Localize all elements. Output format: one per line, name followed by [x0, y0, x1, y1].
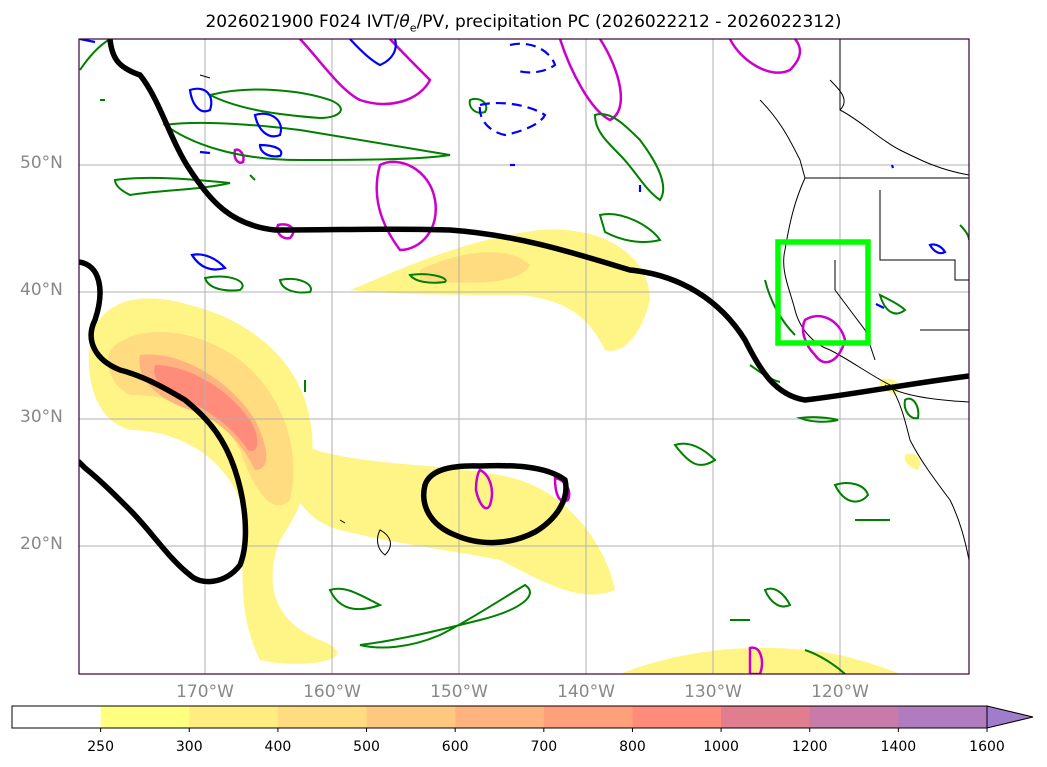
lon-label-130w: 130°W [684, 682, 742, 702]
lon-label-140w: 140°W [557, 682, 615, 702]
graticule [79, 39, 969, 674]
ivt-contours [79, 39, 969, 585]
colorbar-cell [100, 706, 190, 728]
colorbar-label: 1600 [969, 739, 1005, 755]
colorbar-cell [898, 706, 988, 728]
colorbar-label: 500 [353, 739, 380, 755]
colorbar [11, 705, 1034, 732]
precip-band-north [350, 229, 650, 351]
colorbar-cell [12, 706, 102, 728]
colorbar-label: 250 [87, 739, 114, 755]
precip-core-north [420, 252, 530, 283]
lat-label-30n: 30°N [20, 407, 63, 427]
map-title: 2026021900 F024 IVT/θe/PV, precipitation… [205, 12, 842, 35]
colorbar-cell [721, 706, 811, 728]
lat-label-20n: 20°N [20, 534, 63, 554]
colorbar-label: 800 [619, 739, 646, 755]
precip-band-south [620, 647, 900, 674]
blue-contours [79, 39, 947, 309]
lat-label-50n: 50°N [20, 153, 63, 173]
colorbar-label: 1200 [791, 739, 828, 755]
coastlines [199, 39, 969, 561]
colorbar-label: 1000 [703, 739, 739, 755]
colorbar-label: 700 [530, 739, 558, 755]
colorbar-label: 1400 [880, 739, 917, 755]
colorbar-cell [543, 706, 633, 728]
lon-label-160w: 160°W [303, 682, 361, 702]
colorbar-label: 300 [175, 739, 203, 755]
colorbar-cell [366, 706, 456, 728]
colorbar-cell [189, 706, 279, 728]
colorbar-cell [277, 706, 368, 728]
theta-contours [79, 39, 969, 674]
precip-core-3 [154, 365, 258, 451]
map-content [79, 39, 969, 674]
precip-band-central [287, 440, 615, 595]
colorbar-cell [809, 706, 899, 728]
colorbar-extend-arrow [986, 705, 1034, 729]
lon-label-150w: 150°W [430, 682, 488, 702]
colorbar-cell [455, 706, 545, 728]
precip-coast-2 [904, 453, 921, 470]
colorbar-label: 600 [441, 739, 469, 755]
colorbar-cell [632, 706, 722, 728]
colorbar-label: 400 [264, 739, 292, 755]
lon-label-120w: 120°W [811, 682, 869, 702]
colorbar-frame [11, 705, 988, 729]
map-frame [78, 38, 970, 675]
pv-contours [233, 39, 847, 674]
lon-label-170w: 170°W [176, 682, 234, 702]
lat-label-40n: 40°N [20, 280, 63, 300]
focus-region-box [775, 239, 871, 346]
